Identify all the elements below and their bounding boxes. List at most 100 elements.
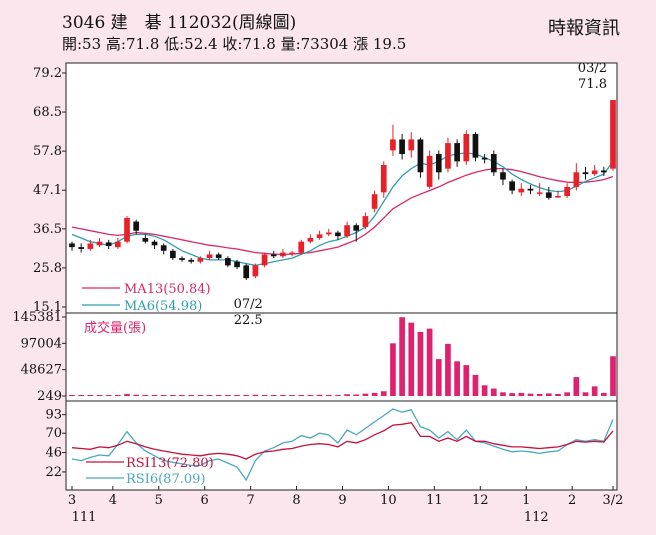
volume-bar xyxy=(234,395,240,396)
volume-bar xyxy=(390,343,396,396)
candle-body xyxy=(408,139,415,151)
ma13-legend-label: MA13(50.84) xyxy=(124,282,211,297)
candle-body xyxy=(490,154,497,173)
volume-bar xyxy=(289,395,295,396)
volume-bar xyxy=(573,377,580,396)
volume-bar xyxy=(124,393,130,396)
candle-body xyxy=(536,192,543,194)
volume-bar xyxy=(69,395,75,396)
volume-bar xyxy=(325,394,332,396)
volume-bar xyxy=(417,331,424,396)
volume-tick-label: 48627 xyxy=(21,363,62,378)
volume-bar xyxy=(408,322,415,396)
rsi13-legend-label: RSI13(72.80) xyxy=(126,456,214,471)
high-value-label: 71.8 xyxy=(578,77,607,92)
candle-body xyxy=(298,241,305,253)
low-value-label: 22.5 xyxy=(234,313,263,328)
volume-bar xyxy=(142,395,149,396)
x-tick-label: 4 xyxy=(109,493,117,508)
volume-label: 成交量(張) xyxy=(84,320,146,336)
rsi6-line xyxy=(71,408,614,482)
volume-bar xyxy=(545,393,552,396)
candle-body xyxy=(307,238,314,242)
candle-body xyxy=(454,143,460,162)
candle-body xyxy=(353,225,360,231)
volume-bar xyxy=(206,395,213,396)
candle-body xyxy=(573,172,580,187)
price-tick-label: 68.5 xyxy=(33,105,62,120)
candle-body xyxy=(142,238,149,242)
candle-body xyxy=(197,258,204,262)
volume-bar xyxy=(215,395,222,396)
volume-tick-label: 97004 xyxy=(21,336,62,351)
volume-bar xyxy=(344,394,350,396)
candle-body xyxy=(582,172,589,175)
volume-bar xyxy=(445,343,451,396)
candle-body xyxy=(417,139,424,173)
volume-bar xyxy=(298,395,305,396)
x-tick-label: 2 xyxy=(568,493,576,508)
candle-body xyxy=(151,241,158,246)
candle-body xyxy=(380,164,387,193)
volume-bar xyxy=(179,395,185,396)
volume-bar xyxy=(115,395,121,396)
candle-body xyxy=(115,241,121,248)
volume-bar xyxy=(454,361,460,396)
volume-bar xyxy=(472,374,479,396)
price-tick-label: 36.5 xyxy=(33,222,62,237)
candle-body xyxy=(426,155,433,187)
volume-bar xyxy=(490,388,497,396)
x-tick-label: 8 xyxy=(292,493,300,508)
volume-bar xyxy=(500,392,506,396)
volume-bar xyxy=(582,392,589,396)
candle-body xyxy=(87,243,94,249)
volume-bar xyxy=(481,385,488,396)
candle-body xyxy=(206,254,213,259)
volume-bar xyxy=(197,395,204,396)
plot-frame xyxy=(65,62,618,491)
price-tick-label: 57.8 xyxy=(33,144,62,159)
volume-bar xyxy=(188,395,195,396)
candle-body xyxy=(252,265,259,277)
rsi13-line xyxy=(71,421,614,460)
volume-bar xyxy=(435,359,442,396)
ma6-line xyxy=(71,152,614,267)
volume-bar xyxy=(243,395,250,396)
candle-body xyxy=(335,232,341,237)
rsi-tick-label: 22 xyxy=(45,465,62,480)
candle-body xyxy=(509,181,515,191)
high-date-label: 03/2 xyxy=(578,61,607,76)
price-tick-label: 47.1 xyxy=(33,183,62,198)
volume-bar xyxy=(96,395,103,396)
candle-body xyxy=(591,170,598,175)
ma13-line xyxy=(71,167,614,256)
candle-body xyxy=(555,196,561,198)
rsi-tick-label: 93 xyxy=(45,408,62,423)
candle-body xyxy=(234,261,240,268)
x-tick-label: 7 xyxy=(246,493,254,508)
rsi-tick-label: 46 xyxy=(45,446,62,461)
candle-body xyxy=(399,139,405,155)
price-tick-label: 79.2 xyxy=(33,66,62,81)
volume-bar xyxy=(555,393,561,396)
candle-body xyxy=(445,143,451,169)
price-stats: 開:53 高:71.8 低:52.4 收:71.8 量:73304 漲 19.5 xyxy=(62,35,407,53)
candle-body xyxy=(390,139,396,151)
volume-bar xyxy=(170,395,176,396)
candle-body xyxy=(215,254,222,259)
x-tick-label: 9 xyxy=(338,493,346,508)
candle-body xyxy=(316,234,323,239)
volume-bar xyxy=(591,386,598,396)
volume-bar xyxy=(335,395,341,396)
volume-bar xyxy=(371,392,378,396)
stock-code: 3046 xyxy=(62,13,106,33)
x-tick-label: 1 xyxy=(522,493,530,508)
x-tick-label: 11 xyxy=(426,493,443,508)
year-label: 111 xyxy=(72,510,97,525)
candle-body xyxy=(564,186,570,197)
price-tick-label: 15.1 xyxy=(33,300,62,315)
candle-body xyxy=(518,188,525,193)
candle-body xyxy=(105,242,112,247)
volume-bar xyxy=(133,394,140,396)
